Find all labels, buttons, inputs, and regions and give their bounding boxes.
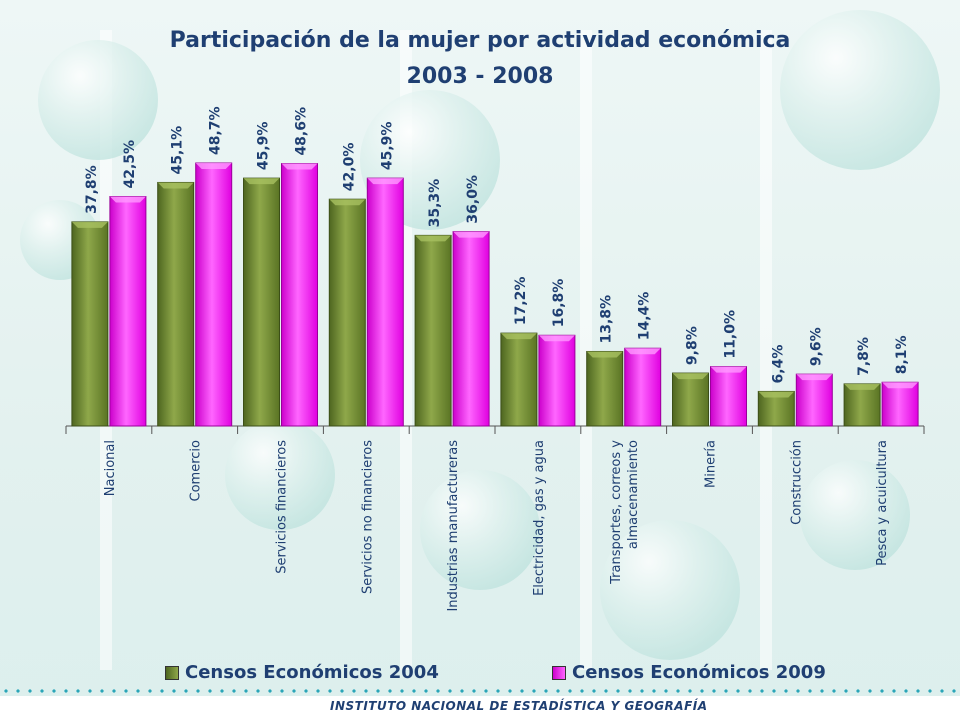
bar-2004 bbox=[500, 332, 538, 427]
bar-2009 bbox=[366, 177, 404, 427]
bar-2009 bbox=[452, 231, 490, 427]
data-label-2009: 42,5% bbox=[122, 140, 138, 189]
bar-cap-2009 bbox=[367, 178, 404, 185]
data-label-2004: 45,9% bbox=[256, 122, 272, 171]
data-label-2009: 9,6% bbox=[808, 327, 824, 366]
bar-2009 bbox=[195, 162, 233, 427]
legend-swatch-2004 bbox=[165, 665, 179, 680]
dotted-divider bbox=[0, 688, 960, 694]
x-tick-label: Servicios no financieros bbox=[360, 440, 375, 594]
data-label-2009: 8,1% bbox=[894, 335, 910, 374]
data-label-2009: 45,9% bbox=[379, 122, 395, 171]
bar-cap-2009 bbox=[538, 335, 575, 342]
data-label-2004: 37,8% bbox=[84, 165, 100, 214]
data-label-2004: 9,8% bbox=[685, 326, 701, 365]
bar-2004 bbox=[586, 350, 624, 427]
background-bubble bbox=[225, 420, 335, 530]
data-label-2009: 14,4% bbox=[637, 292, 653, 341]
background-bubble bbox=[800, 460, 910, 570]
bar-cap-2009 bbox=[453, 231, 490, 238]
bar-2009 bbox=[624, 347, 662, 427]
bar-cap-2004 bbox=[586, 351, 623, 358]
bar-2004 bbox=[672, 372, 709, 427]
data-label-2009: 16,8% bbox=[551, 279, 567, 328]
legend-label-2004: Censos Económicos 2004 bbox=[185, 662, 439, 683]
data-label-2004: 42,0% bbox=[341, 143, 357, 192]
background-stripe bbox=[760, 30, 772, 670]
data-label-2004: 17,2% bbox=[513, 277, 529, 326]
bar-cap-2009 bbox=[624, 348, 661, 355]
footer-bar bbox=[0, 696, 960, 720]
x-tick-label: Minería bbox=[704, 440, 719, 488]
bar-2004 bbox=[157, 181, 195, 427]
data-label-2004: 13,8% bbox=[599, 295, 615, 344]
bar-cap-2004 bbox=[71, 221, 108, 228]
data-label-2004: 45,1% bbox=[170, 126, 186, 175]
x-tick-label: Construcción bbox=[789, 440, 804, 525]
bar-cap-2004 bbox=[243, 178, 280, 185]
bar-cap-2004 bbox=[758, 391, 795, 398]
bar-cap-2009 bbox=[281, 163, 318, 170]
data-label-2004: 7,8% bbox=[856, 337, 872, 376]
legend-item-2009: Censos Económicos 2009 bbox=[552, 662, 826, 683]
legend-label-2009: Censos Económicos 2009 bbox=[572, 662, 826, 683]
background-bubble bbox=[38, 40, 158, 160]
bar-2004 bbox=[243, 177, 280, 427]
legend: Censos Económicos 2004 Censos Económicos… bbox=[0, 662, 960, 692]
data-label-2009: 48,6% bbox=[294, 107, 310, 156]
data-label-2004: 35,3% bbox=[427, 179, 443, 228]
data-label-2004: 6,4% bbox=[770, 345, 786, 384]
data-label-2009: 48,7% bbox=[208, 106, 224, 155]
legend-swatch-2009 bbox=[552, 665, 566, 680]
footer-institution: INSTITUTO NACIONAL DE ESTADÍSTICA Y GEOG… bbox=[330, 699, 708, 713]
bar-2004 bbox=[71, 221, 109, 427]
bar-2004 bbox=[414, 234, 452, 427]
bar-cap-2004 bbox=[672, 373, 709, 380]
bar-2009 bbox=[281, 163, 318, 427]
bar-2009 bbox=[710, 366, 747, 427]
chart-title: Participación de la mujer por actividad … bbox=[169, 28, 791, 53]
bar-cap-2004 bbox=[500, 333, 537, 340]
x-tick-label: Servicios financieros bbox=[275, 440, 290, 574]
data-label-2009: 36,0% bbox=[465, 175, 481, 224]
x-tick-label: Nacional bbox=[103, 440, 118, 496]
background-stripe bbox=[580, 30, 592, 670]
bar-2009 bbox=[881, 381, 919, 427]
bar-2004 bbox=[328, 198, 366, 427]
data-label-2009: 11,0% bbox=[723, 310, 739, 359]
legend-item-2004: Censos Económicos 2004 bbox=[165, 662, 439, 683]
x-tick-label: Comercio bbox=[189, 440, 204, 502]
x-tick-label: Industrias manufactureras bbox=[446, 440, 461, 612]
bar-2004 bbox=[843, 383, 881, 427]
bar-cap-2009 bbox=[882, 382, 919, 389]
bar-cap-2004 bbox=[415, 235, 452, 242]
background-bubble bbox=[780, 10, 940, 170]
bar-cap-2004 bbox=[329, 199, 366, 206]
bar-cap-2009 bbox=[195, 163, 232, 170]
bar-2009 bbox=[538, 334, 576, 427]
bar-2009 bbox=[795, 373, 833, 427]
chart-subtitle: 2003 - 2008 bbox=[406, 64, 554, 89]
bar-cap-2004 bbox=[844, 383, 881, 390]
bar-cap-2009 bbox=[109, 196, 146, 203]
bar-cap-2009 bbox=[710, 366, 747, 373]
bar-2009 bbox=[109, 196, 147, 427]
x-tick-label: Pesca y acuicultura bbox=[875, 440, 890, 566]
x-tick-label: Transportes, correos y bbox=[609, 440, 624, 585]
background-bubble bbox=[420, 470, 540, 590]
bar-cap-2009 bbox=[796, 374, 833, 381]
background-bubble bbox=[600, 520, 740, 660]
bar-cap-2004 bbox=[157, 182, 194, 189]
x-tick-label: Electricidad, gas y agua bbox=[532, 440, 547, 596]
x-tick-label: almacenamiento bbox=[626, 440, 641, 549]
